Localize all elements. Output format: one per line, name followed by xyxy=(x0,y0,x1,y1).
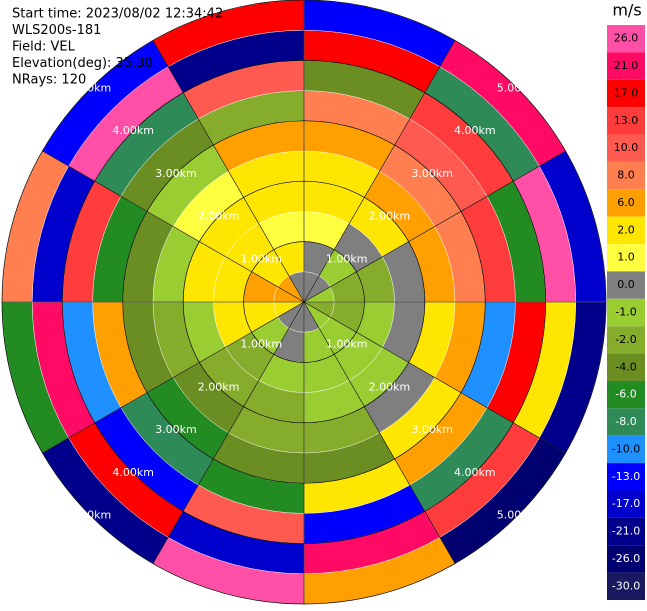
colorbar-label: 21.0 xyxy=(614,59,639,72)
colorbar-label: 0.0 xyxy=(617,278,635,291)
colorbar-label: 6.0 xyxy=(617,196,635,209)
colorbar-box xyxy=(607,271,645,299)
labels: 1.00km 1.00km 1.00km 1.00km 2.00km 2.00km 2.00… xyxy=(12,7,538,522)
range-label: 2.00km xyxy=(369,210,411,223)
colorbar-box xyxy=(607,244,645,272)
range-label: 2.00km xyxy=(198,210,240,223)
colorbar: m/s 26.0 21.0 17.0 13.0 10.0 8.0 6.0 2.0 1.0 0.0 -1… xyxy=(607,1,645,600)
range-label: 1.00km xyxy=(326,252,368,265)
range-label: 2.00km xyxy=(198,380,240,393)
spoke xyxy=(42,150,305,303)
range-label: 4.00km xyxy=(112,466,154,479)
colorbar-box xyxy=(607,545,645,573)
info-text: NRays: 120 xyxy=(12,73,86,88)
colorbar-box xyxy=(607,107,645,135)
spoke xyxy=(303,301,456,564)
range-label: 4.00km xyxy=(112,124,154,137)
range-label: 5.00km xyxy=(497,81,539,94)
range-label: 1.00km xyxy=(241,338,283,351)
range-label: 1.00km xyxy=(326,338,368,351)
colorbar-label: 1.0 xyxy=(617,251,635,264)
spoke xyxy=(303,150,566,303)
range-ring xyxy=(1,0,607,605)
colorbar-box xyxy=(607,463,645,491)
colorbar-box xyxy=(607,298,645,327)
colorbar-label: -17.0 xyxy=(612,497,640,510)
spoke xyxy=(152,40,305,303)
colorbar-label: 26.0 xyxy=(614,32,639,45)
colorbar-label: -2.0 xyxy=(615,333,636,346)
colorbar-label: -26.0 xyxy=(612,552,640,565)
range-label: 4.00km xyxy=(454,466,496,479)
range-label: 4.00km xyxy=(454,124,496,137)
range-label: 5.00km xyxy=(70,509,112,522)
range-label: 5.00km xyxy=(497,509,539,522)
colorbar-label: 13.0 xyxy=(614,114,639,127)
range-label: 3.00km xyxy=(155,167,197,180)
range-ring xyxy=(243,241,365,363)
colorbar-label: 8.0 xyxy=(617,169,635,182)
range-ring xyxy=(182,180,426,424)
info-text: Start time: 2023/08/02 12:34:42 xyxy=(12,7,223,22)
range-label: 3.00km xyxy=(411,167,453,180)
info-text: Field: VEL xyxy=(12,40,76,55)
colorbar-label: -30.0 xyxy=(612,579,640,592)
colorbar-label: -6.0 xyxy=(615,388,636,401)
colorbar-box xyxy=(607,572,645,600)
range-label: 2.00km xyxy=(369,380,411,393)
colorbar-label: -10.0 xyxy=(612,442,640,455)
range-label: 3.00km xyxy=(411,423,453,436)
range-ring xyxy=(122,120,486,484)
colorbar-label: -8.0 xyxy=(615,415,636,428)
colorbar-box xyxy=(607,52,645,80)
colorbar-label: 10.0 xyxy=(614,141,639,154)
spoke xyxy=(152,301,305,564)
colorbar-box xyxy=(607,189,645,217)
colorbar-label: 17.0 xyxy=(614,86,639,99)
colorbar-box xyxy=(607,517,645,546)
spoke xyxy=(42,301,305,454)
colorbar-label: -21.0 xyxy=(612,525,640,538)
colorbar-box xyxy=(607,25,645,53)
colorbar-box xyxy=(607,79,645,108)
colorbar-title: m/s xyxy=(612,1,641,20)
colorbar-box xyxy=(607,161,645,190)
colorbar-box xyxy=(607,353,645,381)
colorbar-label: -13.0 xyxy=(612,470,640,483)
range-label: 1.00km xyxy=(241,252,283,265)
range-ring xyxy=(62,60,546,544)
range-label: 3.00km xyxy=(155,423,197,436)
colorbar-box xyxy=(607,216,645,245)
spoke xyxy=(303,301,566,454)
colorbar-box xyxy=(607,134,645,162)
range-label: 5.00km xyxy=(70,81,112,94)
colorbar-box xyxy=(607,435,645,464)
velocity-field xyxy=(1,0,607,605)
colorbar-box xyxy=(607,490,645,518)
colorbar-box xyxy=(607,326,645,354)
colorbar-label: -1.0 xyxy=(615,306,636,319)
spoke xyxy=(303,40,456,303)
colorbar-label: 2.0 xyxy=(617,223,635,236)
colorbar-box xyxy=(607,408,645,436)
polar-grid xyxy=(1,0,607,605)
info-text: Elevation(deg): 35.30 xyxy=(12,56,153,71)
info-text: WLS200s-181 xyxy=(12,23,101,38)
colorbar-label: -4.0 xyxy=(615,360,636,373)
colorbar-box xyxy=(607,380,645,409)
